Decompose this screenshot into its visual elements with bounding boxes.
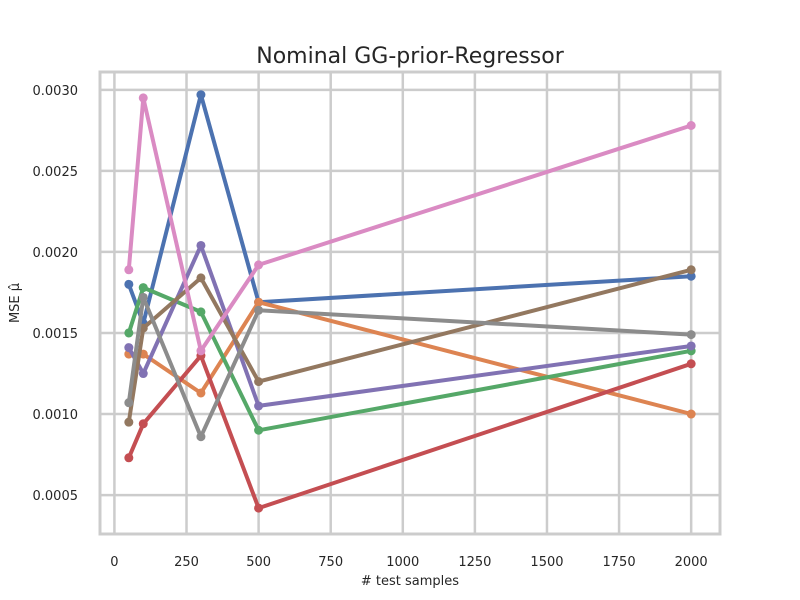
data-point [196, 388, 206, 398]
plot-frame [98, 70, 722, 536]
x-tick-label: 750 [318, 555, 343, 570]
data-point [254, 260, 264, 270]
data-point [124, 265, 134, 275]
data-point [124, 453, 134, 463]
data-point [686, 330, 696, 340]
data-point [196, 432, 206, 442]
data-point [196, 240, 206, 250]
data-point [124, 279, 134, 289]
series-line [126, 353, 694, 511]
data-point [124, 343, 134, 353]
data-point [124, 328, 134, 338]
y-tick-label: 0.0030 [33, 84, 79, 99]
x-tick-label: 1500 [530, 555, 563, 570]
data-point [686, 359, 696, 369]
data-point [254, 297, 264, 307]
data-point [254, 401, 264, 411]
data-point [686, 271, 696, 281]
y-tick-label: 0.0005 [33, 489, 79, 504]
grid [100, 72, 720, 534]
data-point [254, 377, 264, 387]
data-point [196, 90, 206, 100]
series-7 [124, 93, 696, 356]
data-point [124, 417, 134, 427]
data-point [196, 307, 206, 317]
data-point [196, 273, 206, 283]
x-tick-label: 500 [246, 555, 271, 570]
x-tick-label: 0 [110, 555, 118, 570]
series-line [126, 92, 694, 326]
data-point [686, 409, 696, 419]
series-line [126, 243, 694, 408]
y-tick-label: 0.0025 [33, 165, 79, 180]
data-point [138, 369, 148, 379]
y-axis-ticks: 0.0005 0.0010 0.0015 0.0020 0.0025 0.0030 [33, 84, 79, 504]
chart-title: Nominal GG-prior-Regressor [256, 44, 564, 69]
y-tick-label: 0.0020 [33, 246, 79, 261]
data-point [138, 292, 148, 302]
series-lines [124, 90, 696, 513]
y-tick-label: 0.0010 [33, 408, 79, 423]
data-point [254, 305, 264, 315]
x-tick-label: 1000 [386, 555, 419, 570]
data-point [254, 503, 264, 513]
data-point [138, 419, 148, 429]
series-6 [124, 265, 696, 427]
y-tick-label: 0.0015 [33, 327, 79, 342]
data-point [686, 265, 696, 275]
x-tick-label: 1750 [603, 555, 636, 570]
series-4 [124, 351, 696, 513]
y-axis-label: MSE μ̂ [8, 283, 23, 323]
data-point [196, 346, 206, 356]
x-axis-ticks: 0 250 500 750 1000 1250 1500 1750 2000 [110, 555, 707, 570]
data-point [138, 93, 148, 103]
x-tick-label: 1250 [458, 555, 491, 570]
x-tick-label: 2000 [675, 555, 708, 570]
x-tick-label: 250 [174, 555, 199, 570]
series-8 [124, 292, 696, 442]
series-3 [124, 283, 696, 435]
data-point [138, 283, 148, 293]
data-point [686, 120, 696, 130]
data-point [254, 425, 264, 435]
x-axis-label: # test samples [361, 574, 459, 589]
data-point [124, 398, 134, 408]
data-point [686, 341, 696, 351]
